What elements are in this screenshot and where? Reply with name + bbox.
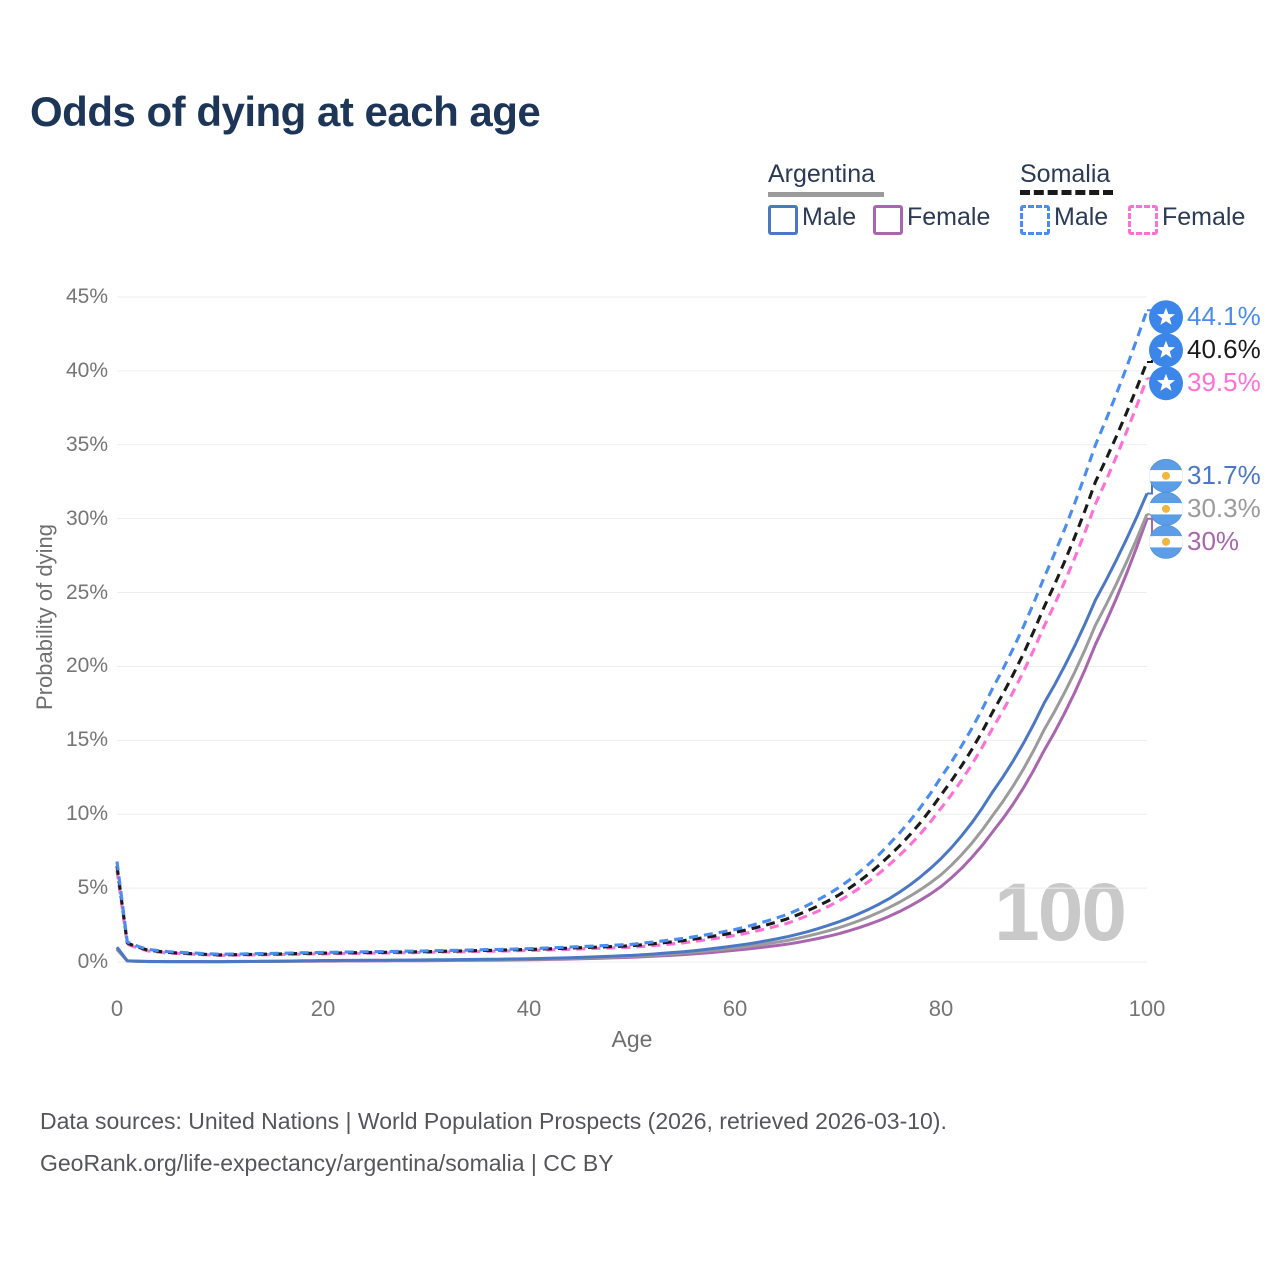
- legend-label-argentina-female[interactable]: Female: [907, 203, 991, 231]
- end-value-label-somalia-female: 39.5%: [1187, 367, 1261, 398]
- argentina-line-swatch: [768, 192, 884, 197]
- y-tick-label: 40%: [65, 358, 108, 382]
- y-tick-label: 25%: [65, 580, 108, 604]
- line-somalia-male: [115, 309, 1149, 956]
- y-tick-label: 20%: [65, 654, 108, 678]
- argentina-flag-icon: [1148, 458, 1184, 494]
- somalia-flag-icon: [1149, 366, 1183, 401]
- y-tick-label: 10%: [65, 802, 108, 826]
- line-argentina-male: [115, 492, 1149, 964]
- argentina-flag-icon: [1148, 491, 1184, 527]
- somalia-flag-icon: [1149, 300, 1183, 335]
- argentina-flag-icon: [1148, 524, 1184, 560]
- attribution-text: GeoRank.org/life-expectancy/argentina/so…: [40, 1150, 614, 1176]
- legend-label-somalia-female[interactable]: Female: [1162, 203, 1246, 231]
- x-tick-label: 60: [722, 996, 748, 1021]
- legend-checkbox-somalia-female[interactable]: [1128, 205, 1158, 235]
- legend-label-argentina-male[interactable]: Male: [802, 203, 857, 231]
- end-value-label-somalia-total: 40.6%: [1187, 334, 1261, 365]
- somalia-line-swatch: [1020, 190, 1113, 195]
- legend-country-argentina[interactable]: Argentina: [768, 160, 876, 188]
- end-value-label-argentina-female: 30%: [1187, 525, 1240, 556]
- x-tick-label: 20: [310, 996, 336, 1021]
- y-tick-label: 0%: [77, 950, 108, 973]
- y-tick-label: 35%: [65, 432, 108, 456]
- x-tick-label: 100: [1128, 996, 1166, 1021]
- legend-checkbox-argentina-female[interactable]: [873, 205, 903, 235]
- label-connector-somalia-total: [1147, 349, 1157, 363]
- data-sources-text: Data sources: United Nations | World Pop…: [40, 1108, 947, 1134]
- line-argentina-total: [115, 513, 1149, 964]
- y-tick-label: 45%: [65, 285, 108, 308]
- end-value-label-somalia-male: 44.1%: [1187, 301, 1261, 332]
- line-somalia-female: [115, 377, 1149, 957]
- line-somalia-total: [115, 361, 1149, 957]
- end-value-label-argentina-total: 30.3%: [1187, 492, 1261, 523]
- legend-checkbox-somalia-male[interactable]: [1020, 205, 1050, 235]
- age-watermark: 100: [994, 867, 1127, 958]
- legend-label-somalia-male[interactable]: Male: [1054, 203, 1109, 231]
- x-axis-title: Age: [611, 1026, 653, 1052]
- end-value-label-argentina-male: 31.7%: [1187, 459, 1261, 490]
- somalia-flag-icon: [1149, 333, 1183, 368]
- legend-country-somalia[interactable]: Somalia: [1020, 160, 1111, 188]
- x-tick-label: 80: [928, 996, 954, 1021]
- y-tick-label: 5%: [77, 876, 108, 900]
- page-title: Odds of dying at each age: [30, 88, 541, 135]
- legend-checkbox-argentina-male[interactable]: [768, 205, 798, 235]
- x-tick-label: 0: [110, 996, 124, 1021]
- x-tick-label: 40: [516, 996, 542, 1021]
- y-tick-label: 15%: [65, 728, 108, 752]
- y-tick-label: 30%: [65, 506, 108, 530]
